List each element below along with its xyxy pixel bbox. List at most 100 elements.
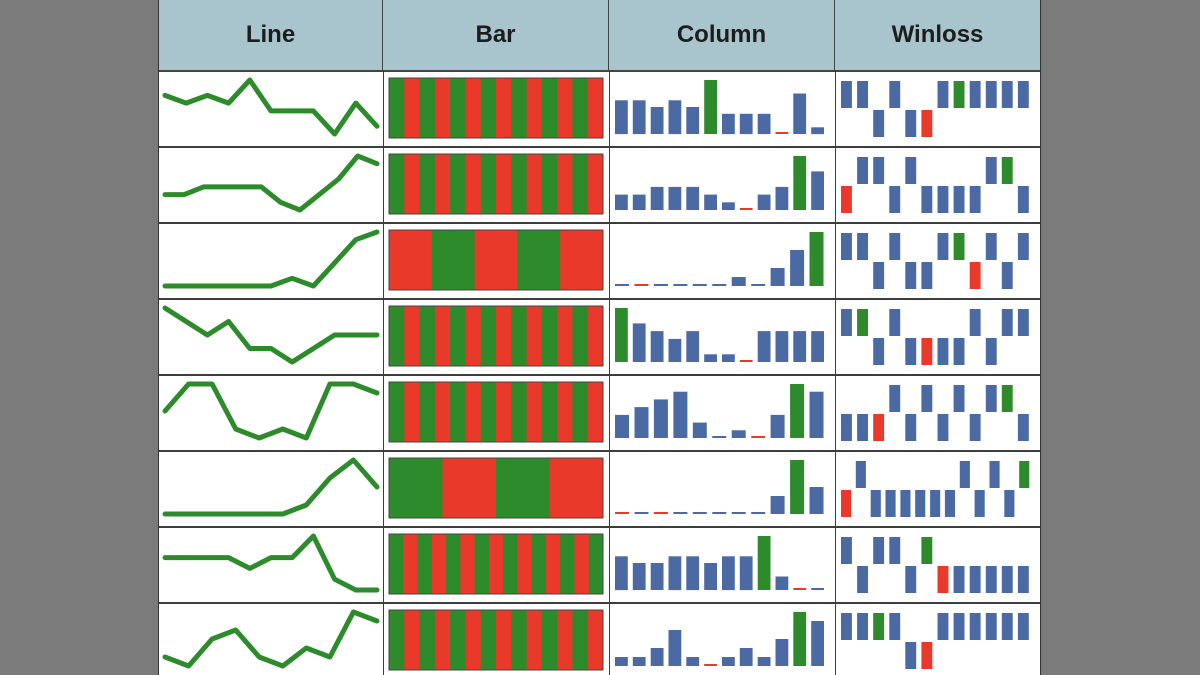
winloss-bar (953, 385, 965, 412)
winloss-bar (1001, 566, 1013, 593)
winloss-bar (989, 461, 1000, 488)
bar-stripe (526, 154, 543, 214)
bar-stripe (572, 382, 589, 442)
winloss-bar (889, 385, 901, 412)
column-bar (650, 648, 664, 666)
header-bar: Bar (383, 0, 609, 70)
winloss-bar (889, 233, 901, 260)
winloss-bar (905, 262, 917, 289)
winloss-bar (985, 566, 997, 593)
bar-stripe (419, 306, 436, 366)
column-bar (775, 186, 789, 210)
column-bar (632, 323, 646, 362)
winloss-bar (857, 81, 868, 108)
winloss-bar (937, 613, 949, 640)
bar-stripe (526, 610, 543, 670)
bar-stripe (572, 78, 589, 138)
bar-stripe (434, 154, 451, 214)
column-bar (668, 186, 682, 210)
table-header: Line Bar Column Winloss (159, 0, 1040, 72)
winloss-bar (974, 490, 985, 517)
column-bar (632, 100, 646, 135)
column-bar (673, 284, 688, 286)
line-sparkline (162, 229, 380, 289)
bar-stripe (419, 154, 436, 214)
column-bar (811, 171, 824, 210)
winloss-bar (889, 81, 901, 108)
column-bar (615, 657, 628, 666)
bar-stripe (419, 610, 436, 670)
bar-stripe (434, 78, 451, 138)
column-bar (809, 487, 824, 514)
column-bar (739, 648, 753, 666)
column-bar (731, 430, 746, 438)
winloss-bar (915, 490, 926, 517)
winloss-bar (905, 110, 917, 137)
winloss-bar (857, 309, 868, 336)
winloss-bar (953, 338, 965, 365)
winloss-bar (1017, 613, 1029, 640)
bar-stripe (434, 382, 451, 442)
column-bar (632, 194, 646, 210)
winloss-bar (1017, 233, 1029, 260)
column-bar (790, 250, 805, 286)
column-bar (686, 107, 700, 134)
column-bar (793, 93, 807, 134)
winloss-bar (985, 613, 997, 640)
sparkline-sheet: Line Bar Column Winloss (158, 0, 1041, 675)
line-sparkline (162, 381, 380, 441)
column-bar (653, 512, 668, 514)
column-bar (722, 556, 735, 591)
winloss-bar (1017, 309, 1029, 336)
winloss-bar (841, 414, 852, 441)
winloss-bar (857, 157, 868, 184)
bar-stripe (587, 154, 604, 214)
bar-frame (388, 77, 604, 139)
winloss-bar (921, 642, 933, 669)
bar-stripe (465, 610, 482, 670)
column-bar (757, 331, 771, 362)
column-bar (632, 657, 646, 666)
bar-stripe (417, 534, 433, 594)
winloss-bar (889, 537, 901, 564)
line-sparkline (162, 153, 380, 213)
winloss-bar (889, 309, 901, 336)
winloss-bar (905, 414, 917, 441)
column-bar (686, 556, 700, 591)
bar-stripe (404, 306, 421, 366)
winloss-bar (873, 338, 885, 365)
bar-stripe (419, 78, 436, 138)
bar-stripe (460, 534, 476, 594)
column-bar (757, 536, 771, 590)
winloss-bar (873, 613, 885, 640)
bar-stripe (431, 534, 447, 594)
bar-stripe (450, 610, 466, 670)
column-bar (615, 308, 628, 362)
bar-stripe (474, 230, 518, 290)
bar-stripe (572, 610, 589, 670)
bar-stripe (404, 610, 421, 670)
row-divider (159, 526, 1040, 528)
bar-stripe (480, 306, 497, 366)
winloss-bar (885, 490, 896, 517)
winloss-bar (1001, 385, 1013, 412)
bar-stripe (496, 78, 512, 138)
column-bar (739, 208, 753, 210)
winloss-bar (953, 186, 965, 213)
bar-stripe (389, 382, 405, 442)
column-bar (775, 331, 789, 362)
column-bar (770, 268, 785, 286)
column-bar (809, 391, 824, 438)
bar-stripe (511, 382, 528, 442)
winloss-bar (930, 490, 941, 517)
column-bar (673, 391, 688, 438)
bar-stripe (496, 154, 512, 214)
column-bar (704, 80, 717, 134)
winloss-bar (900, 490, 911, 517)
bar-stripe (404, 154, 421, 214)
column-bar (712, 512, 727, 514)
column-bar (712, 284, 727, 286)
bar-stripe (496, 382, 512, 442)
bar-stripe (549, 458, 604, 518)
winloss-bar (905, 338, 917, 365)
